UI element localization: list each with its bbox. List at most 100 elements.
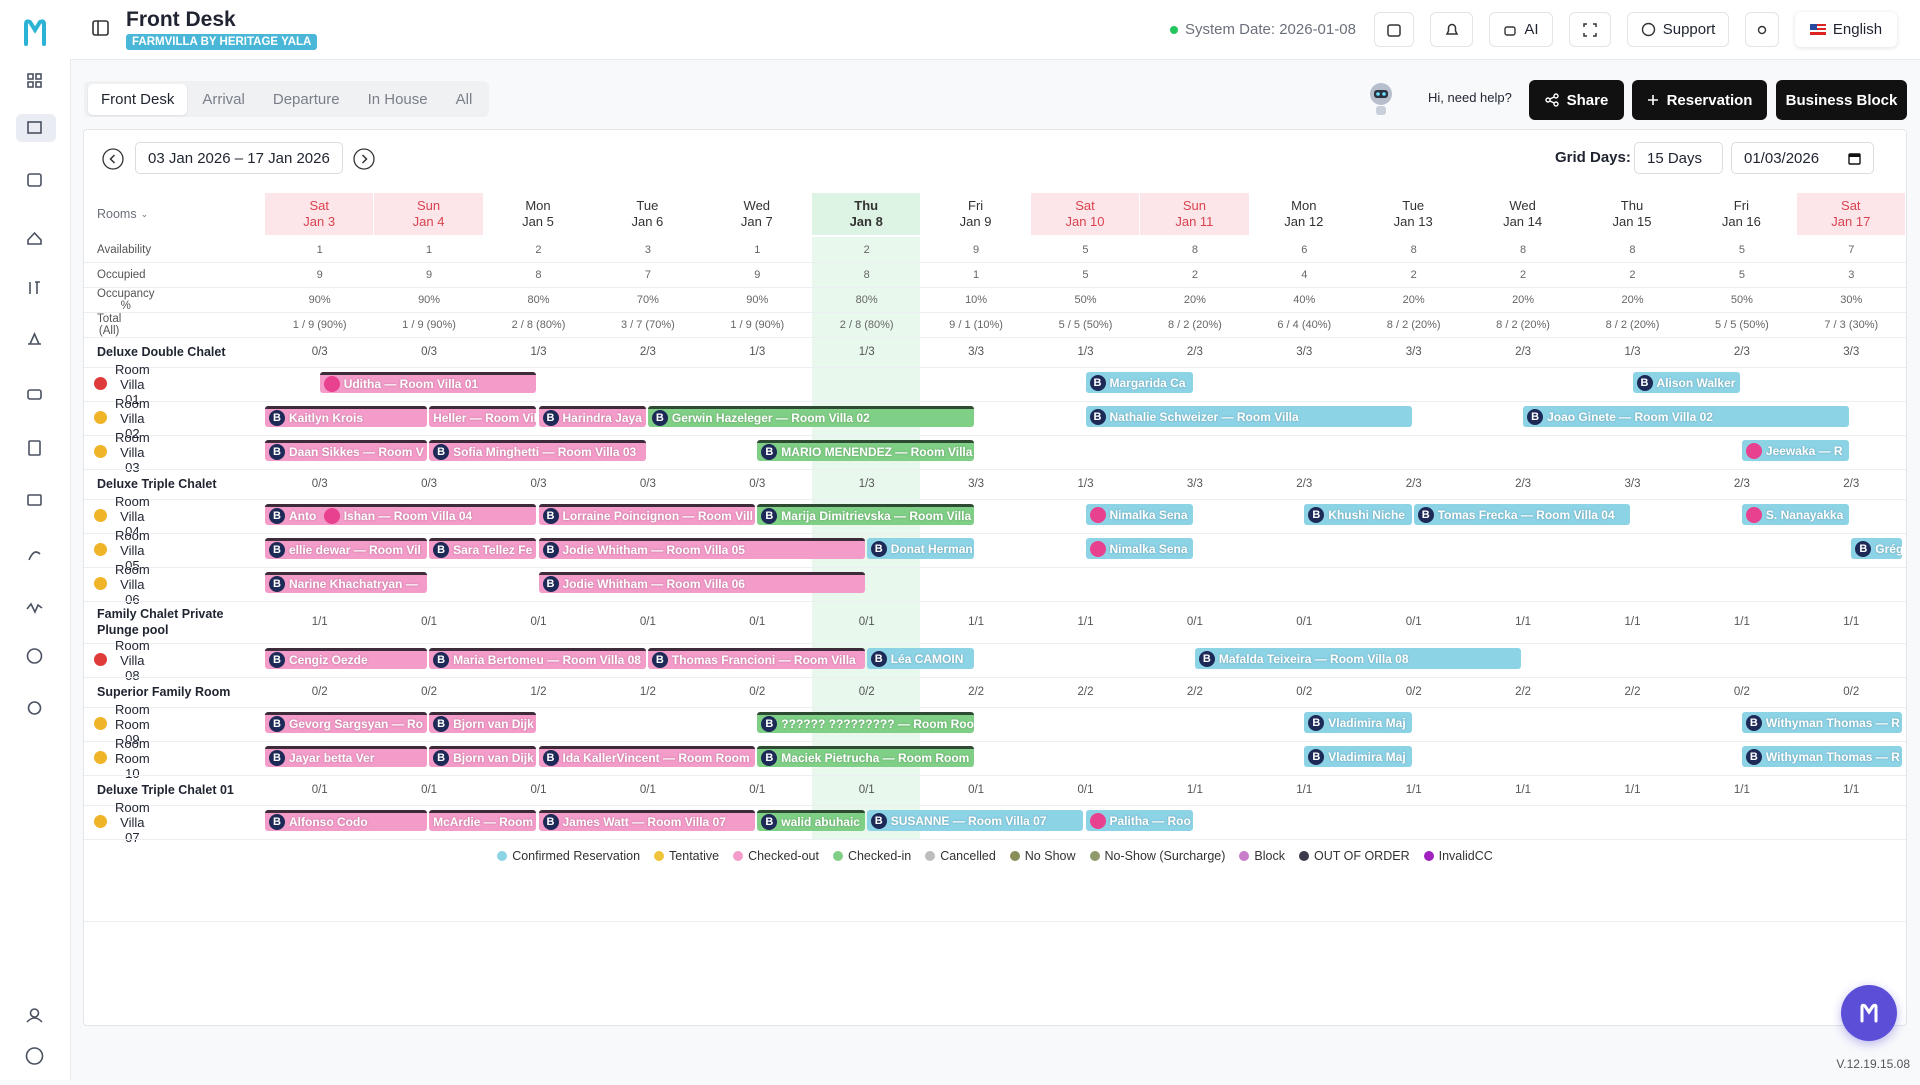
scan-button[interactable] — [1569, 12, 1611, 47]
booking-bar[interactable]: B Harindra Jaya — [538, 406, 646, 427]
room-name[interactable]: Room Room 09 — [115, 701, 150, 747]
room-name[interactable]: Room Villa 06 — [115, 561, 150, 607]
stat-value: 90% — [746, 293, 769, 306]
booking-bar[interactable]: B Margarida Ca — [1085, 372, 1193, 393]
theme-button[interactable] — [1745, 12, 1779, 47]
assistant-avatar[interactable] — [1366, 80, 1396, 118]
day-date: Jan 5 — [522, 214, 554, 229]
booking-bar[interactable]: B Jodie Whitham — Room Villa 05 — [538, 538, 865, 559]
booking-bar[interactable]: B MARIO MENENDEZ — Room Villa — [757, 440, 975, 461]
booking-bar[interactable]: B Léa CAMOIN — [866, 648, 975, 669]
booking-bar[interactable]: B Lorraine Poincignon — Room Vill — [538, 504, 756, 525]
booking-bar[interactable]: B Ida KallerVincent — Room Room — [538, 746, 756, 767]
group-count: 0/2 — [421, 686, 438, 698]
booking-bar[interactable]: B SUSANNE — Room Villa 07 — [866, 810, 1084, 831]
room-name[interactable]: Room Villa 02 — [115, 395, 150, 441]
ai-button[interactable]: AI — [1489, 12, 1553, 47]
grid-days-select[interactable]: 15 Days — [1634, 142, 1723, 174]
date-range[interactable]: 03 Jan 2026 – 17 Jan 2026 — [135, 142, 343, 174]
room-name[interactable]: Room Room 10 — [115, 735, 150, 781]
calendar-button[interactable] — [1374, 12, 1414, 47]
booking-bar[interactable]: B Vladimira Maj — [1304, 712, 1412, 733]
room-name[interactable]: Room Villa 05 — [115, 527, 150, 573]
booking-bar[interactable]: B Sofia Minghetti — Room Villa 03 — [429, 440, 646, 461]
notifications-button[interactable] — [1430, 12, 1473, 47]
booking-bar[interactable]: betta Ver — [319, 746, 428, 767]
business-block-button[interactable]: Business Block — [1776, 80, 1907, 120]
booking-bar[interactable]: McArdie — Room Villa 07 — [429, 810, 537, 831]
room-name[interactable]: Room Villa 08 — [115, 637, 150, 683]
booking-bar[interactable]: B?????? ????????? — Room Room — [757, 712, 975, 733]
tab[interactable]: Front Desk — [88, 83, 188, 115]
booking-bar[interactable]: Nimalka Sena — [1085, 504, 1193, 525]
booking-bar[interactable]: B Khushi Niche — [1304, 504, 1412, 525]
booking-bar[interactable]: Palitha — Roo — [1085, 810, 1193, 831]
booking-bar[interactable]: B Withyman Thomas — R — [1741, 712, 1902, 733]
room-status-dot — [94, 509, 107, 522]
booking-bar[interactable]: B Thomas Francioni — Room Villa — [647, 648, 865, 669]
booking-bar[interactable]: B Donat Herman — [866, 538, 975, 559]
booking-bar[interactable]: B James Watt — Room Villa 07 — [538, 810, 756, 831]
booking-bar[interactable]: B Maria Bertomeu — Room Villa 08 — [429, 648, 646, 669]
sidebar-toggle[interactable] — [92, 20, 110, 38]
stat-value: 1 / 9 (90%) — [292, 318, 347, 331]
tab[interactable]: Arrival — [202, 90, 245, 108]
tab[interactable]: All — [455, 90, 473, 108]
group-count: 0/1 — [639, 616, 656, 628]
booking-bar[interactable]: Uditha — Room Villa 01 — [319, 372, 537, 393]
booking-bar[interactable]: B Mafalda Teixeira — Room Villa 08 — [1194, 648, 1522, 669]
booking-bar[interactable]: B Bjorn van Dijk — [429, 712, 537, 733]
booking-bar[interactable]: B Gerwin Hazeleger — Room Villa 02 — [647, 406, 975, 427]
tab[interactable]: In House — [367, 90, 428, 108]
chevron: ⌄ — [140, 208, 149, 219]
next-button[interactable] — [352, 147, 376, 171]
booking-bar[interactable]: B Alison Walker — [1632, 372, 1740, 393]
booking-bar[interactable]: B Joao Ginete — Room Villa 02 — [1523, 406, 1850, 427]
group-name: Deluxe Triple Chalet 01 — [97, 783, 234, 797]
booking-bar[interactable]: B Maciek Pietrucha — Room Room — [757, 746, 975, 767]
booking-bar[interactable]: B Marija Dimitrievska — Room Villa — [757, 504, 975, 525]
booking-bar[interactable]: B Gevorg Sargsyan — Ro — [265, 712, 428, 733]
booking-bar[interactable]: B Daan Sikkes — Room V — [265, 440, 428, 461]
booking-label: Marija Dimitrievska — Room Villa — [781, 509, 972, 523]
booking-bar[interactable]: S. Nanayakka — [1741, 504, 1850, 525]
chat-button[interactable] — [1841, 985, 1897, 1041]
stat-value: 1 — [754, 243, 761, 256]
group-name: Family Chalet Private Plunge pool — [97, 607, 224, 637]
legend-label: InvalidCC — [1438, 849, 1493, 863]
booking-bar[interactable]: B Cengiz Oezde — [265, 648, 428, 669]
prev-button[interactable] — [101, 147, 125, 171]
booking-bar[interactable]: B Bjorn van Dijk — [429, 746, 537, 767]
booking-bar[interactable]: Nimalka Sena — [1085, 538, 1193, 559]
day-of-week: Sun — [1182, 198, 1206, 213]
booking-bar[interactable]: B Withyman Thomas — R — [1741, 746, 1902, 767]
booking-bar[interactable]: B Tomas Frecka — Room Villa 04 — [1413, 504, 1631, 525]
group-count: 1/1 — [1624, 616, 1641, 628]
group-count: 1/1 — [1077, 616, 1094, 628]
booking-bar[interactable]: B Nathalie Schweizer — Room Villa — [1085, 406, 1412, 427]
booking-bar[interactable]: B Jodie Whitham — Room Villa 06 — [538, 572, 865, 593]
group-count: 0/3 — [311, 478, 328, 490]
booking-bar[interactable]: B Narine Khachatryan — — [265, 572, 428, 593]
booking-bar[interactable]: B Sara Tellez Fe — [429, 538, 537, 559]
booking-bar[interactable]: Ishan — Room Villa 04 — [319, 504, 537, 525]
language-button[interactable]: English — [1795, 12, 1897, 47]
booking-bar[interactable]: B Kaitlyn Krois — [265, 406, 428, 427]
tab[interactable]: Departure — [272, 90, 340, 108]
booking-bar[interactable]: Heller — Room Villa 02 — [429, 406, 537, 427]
room-name[interactable]: Room Villa 07 — [115, 799, 150, 845]
share-button[interactable]: Share — [1529, 80, 1624, 120]
booking-bar[interactable]: B Vladimira Maj — [1304, 746, 1412, 767]
booking-label: Mafalda Teixeira — Room Villa 08 — [1218, 651, 1409, 666]
booking-bar[interactable]: Jeewaka — R — [1741, 440, 1850, 461]
support-button[interactable]: Support — [1627, 12, 1729, 47]
stat-value: 1 / 9 (90%) — [402, 318, 456, 331]
reservation-button[interactable]: Reservation — [1632, 80, 1767, 120]
date-input[interactable]: 01/03/2026 — [1731, 142, 1874, 174]
booking-bar[interactable]: B Alfonso Codo — [265, 810, 428, 831]
room-name[interactable]: Room Villa 03 — [115, 429, 150, 475]
booking-bar[interactable]: BGrégoire BER — [1851, 538, 1902, 559]
